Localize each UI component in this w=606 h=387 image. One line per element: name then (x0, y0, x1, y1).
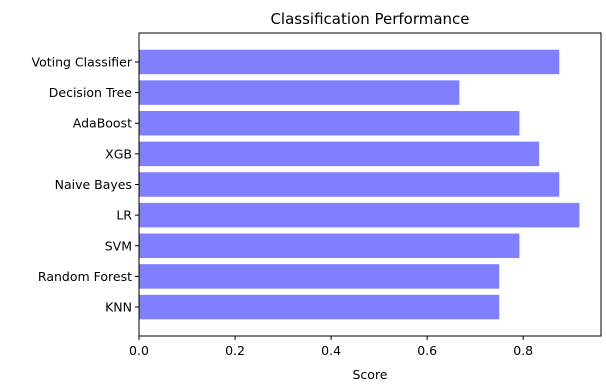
bar-voting-classifier (139, 49, 560, 75)
bar-naive-bayes (139, 172, 560, 197)
y-tick-label-xgb: XGB (105, 146, 132, 161)
bar-random-forest (139, 264, 500, 289)
y-tick-label-adaboost: AdaBoost (73, 116, 132, 131)
x-tick-label: 0.6 (417, 343, 437, 358)
bar-xgb (139, 141, 540, 167)
x-tick-label: 0.0 (129, 343, 149, 358)
y-tick-label-random-forest: Random Forest (38, 269, 132, 284)
y-tick-label-decision-tree: Decision Tree (49, 85, 133, 100)
bars-layer (139, 49, 580, 320)
y-ticks-layer: Voting Classifier Decision Tree AdaBoost XG… (32, 54, 139, 315)
bar-adaboost (139, 110, 520, 136)
bar-lr (139, 202, 580, 228)
bar-decision-tree (139, 80, 460, 105)
x-tick-label: 0.8 (513, 343, 533, 358)
bar-svm (139, 233, 520, 259)
chart-title: Classification Performance (270, 10, 469, 28)
y-tick-label-naive-bayes: Naive Bayes (55, 177, 132, 192)
y-tick-label-lr: LR (116, 208, 132, 223)
x-ticks-layer: 0.0 0.2 0.4 0.6 0.8 (129, 336, 533, 358)
y-tick-label-knn: KNN (105, 300, 132, 315)
y-tick-label-voting-classifier: Voting Classifier (32, 54, 133, 69)
x-axis-label: Score (352, 367, 387, 382)
y-tick-label-svm: SVM (105, 238, 132, 253)
bar-knn (139, 294, 500, 320)
x-tick-label: 0.4 (321, 343, 341, 358)
x-tick-label: 0.2 (225, 343, 245, 358)
